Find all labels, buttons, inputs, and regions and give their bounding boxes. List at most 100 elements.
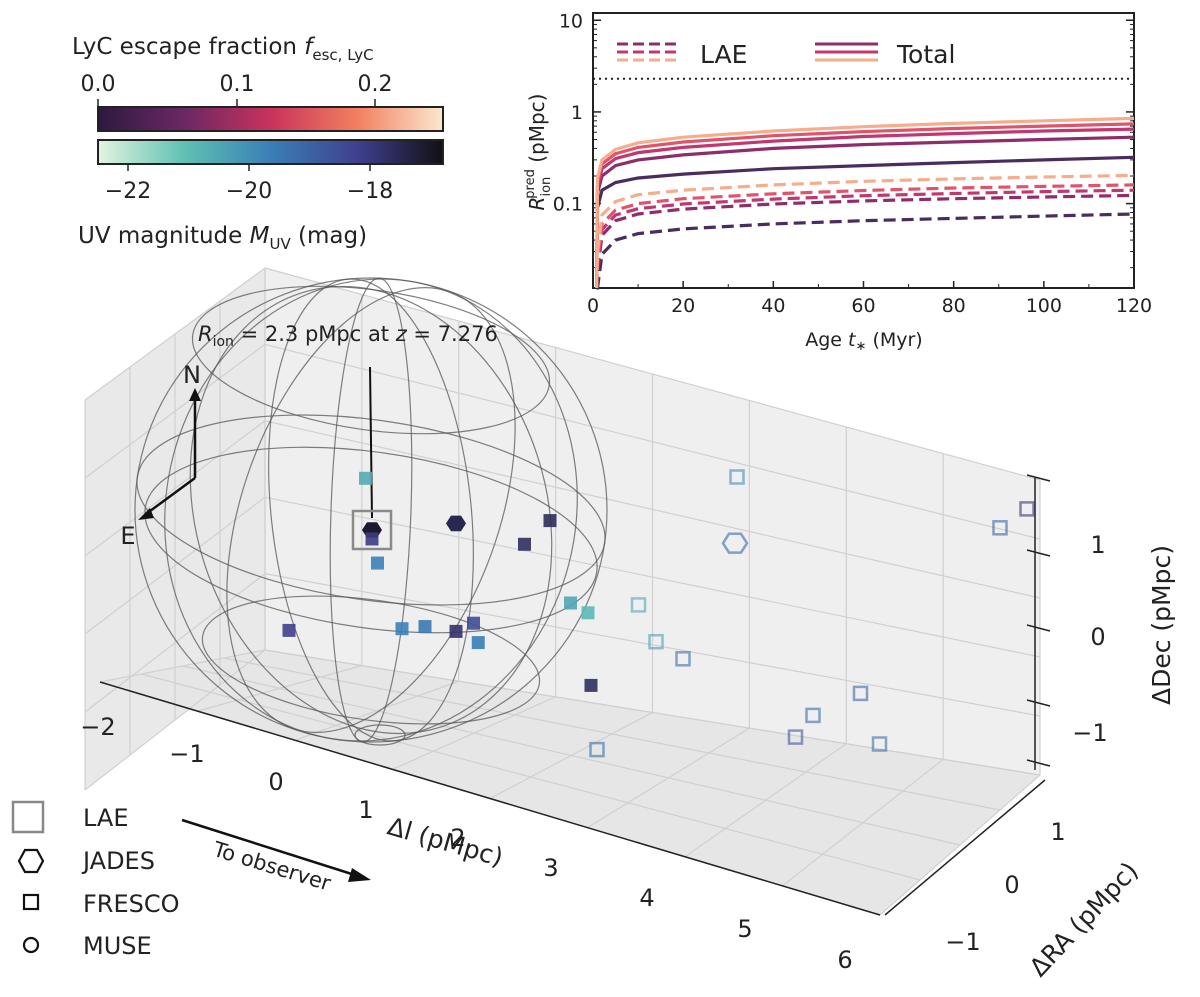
grid-line	[182, 665, 961, 846]
inset-ytick-label: 1	[571, 102, 583, 124]
lae-marker	[351, 509, 393, 551]
floor-pane	[100, 650, 1040, 915]
inset-xtick-label: 60	[851, 295, 875, 317]
fesc-tick-label: 0.0	[81, 72, 116, 97]
fesc-tick-label: 0.1	[220, 72, 255, 97]
muv-colorbar-title: UV magnitude MUV (mag)	[78, 223, 367, 253]
fresco-marker	[518, 537, 531, 551]
fresco-marker	[467, 616, 480, 630]
muv-tick-label: −20	[226, 179, 272, 204]
grid-line	[84, 420, 266, 557]
legend-muse-text: MUSE	[83, 932, 152, 960]
fresco-marker	[359, 471, 372, 485]
inset-xtick-label: 40	[761, 295, 785, 317]
grid-line	[264, 420, 1041, 599]
observer-label: To observer	[210, 837, 334, 896]
fresco-marker	[787, 729, 804, 745]
fresco-marker	[365, 532, 379, 546]
east-label: E	[120, 522, 135, 550]
fresco-marker	[871, 736, 888, 752]
fresco-marker	[282, 623, 296, 637]
dl-tick-label: −2	[80, 713, 115, 741]
legend-jades-marker	[17, 848, 45, 874]
marker-legend: LAE JADES FRESCO MUSE	[11, 800, 180, 960]
inset-line-total	[595, 116, 1135, 289]
north-label: N	[183, 361, 201, 389]
annotation-pointer	[369, 366, 373, 519]
fesc-tick-label: 0.2	[358, 72, 393, 97]
fesc-colorbar	[97, 106, 444, 132]
dec-tick-label: 0	[1090, 623, 1105, 651]
legend-lae-text: LAE	[83, 804, 129, 832]
fresco-marker	[589, 741, 605, 758]
legend-jades-text: JADES	[81, 847, 155, 875]
inset-series	[593, 77, 1135, 290]
observer-arrow	[181, 818, 359, 878]
dl-axis-label: Δl (pMpc)	[384, 812, 506, 873]
grid-line	[264, 496, 1041, 658]
fresco-marker	[805, 707, 821, 724]
legend-lae-label: LAE	[700, 40, 747, 69]
grid-line	[84, 343, 266, 479]
legend-lae-marker	[11, 800, 45, 834]
inset-axes: 0 20 40 60 80 100 120 0.1 1 10	[553, 10, 1152, 317]
fresco-marker	[471, 636, 485, 650]
inset-plot: 0 20 40 60 80 100 120 0.1 1 10 LAE Total Age t∗ (…	[523, 10, 1152, 354]
dec-tick-label: 1	[1090, 531, 1105, 559]
fresco-marker	[675, 651, 691, 667]
inset-line-lae	[595, 173, 1135, 289]
grid-line	[223, 657, 1001, 811]
ra-tick-label: −1	[945, 928, 980, 956]
fresco-marker	[543, 514, 557, 528]
grid-line	[141, 673, 921, 881]
legend-fresco-text: FRESCO	[83, 890, 180, 918]
inset-ylabel: Rionpred (pMpc)	[523, 94, 554, 211]
galaxy-points	[282, 469, 1035, 758]
fresco-marker	[449, 624, 463, 638]
inset-xtick-label: 20	[671, 295, 695, 317]
fresco-marker	[1019, 501, 1035, 517]
inset-line-lae	[595, 212, 1135, 290]
grid-line	[264, 343, 1041, 540]
fresco-marker	[584, 678, 598, 692]
jades-marker	[446, 515, 466, 532]
grid-line	[84, 649, 266, 791]
dl-tick-label: 5	[737, 915, 752, 943]
east-arrow	[145, 476, 196, 516]
inset-ytick-label: 10	[559, 10, 583, 32]
ra-axis-label: ΔRA (pMpc)	[1024, 856, 1144, 982]
dl-tick-label: −1	[169, 740, 204, 768]
inset-legend: LAE Total	[617, 40, 955, 69]
inset-frame	[592, 12, 1135, 289]
fresco-marker	[729, 469, 745, 485]
ra-tick-label: 0	[1004, 871, 1019, 899]
dl-tick-labels: −2 −1 0 1 2 3 4 5 6	[80, 713, 852, 974]
grid-line	[264, 267, 1041, 481]
inset-xtick-label: 80	[942, 295, 966, 317]
dl-tick-label: 1	[358, 796, 373, 824]
muv-tick-label: −18	[347, 179, 393, 204]
fresco-marker	[395, 622, 409, 636]
fresco-marker	[852, 685, 869, 702]
inset-xtick-label: 0	[587, 295, 599, 317]
north-arrowhead	[189, 388, 201, 401]
inset-xlabel: Age t∗ (Myr)	[805, 329, 922, 354]
jades-marker	[721, 532, 749, 554]
axis-ticks	[99, 474, 1051, 916]
ra-tick-labels: −1 0 1	[945, 818, 1065, 956]
dl-tick-label: 0	[268, 768, 283, 796]
fesc-colorbar-title: LyC escape fraction fesc, LyC	[72, 34, 374, 64]
ra-tick-label: 1	[1050, 818, 1065, 846]
fresco-marker	[648, 633, 664, 650]
colorbars: LyC escape fraction fesc, LyC 0.0 0.1 0.…	[72, 34, 444, 253]
inset-line-total	[595, 155, 1135, 289]
dl-tick-label: 3	[543, 854, 558, 882]
dec-tick-label: −1	[1072, 719, 1107, 747]
grid-line	[264, 573, 1041, 717]
grid-line	[84, 267, 266, 401]
rion-annotation: Rion = 2.3 pMpc at z = 7.276	[198, 322, 498, 350]
inset-xtick-label: 120	[1116, 295, 1152, 317]
inset-xtick-label: 100	[1026, 295, 1062, 317]
legend-fresco-marker	[22, 893, 40, 911]
